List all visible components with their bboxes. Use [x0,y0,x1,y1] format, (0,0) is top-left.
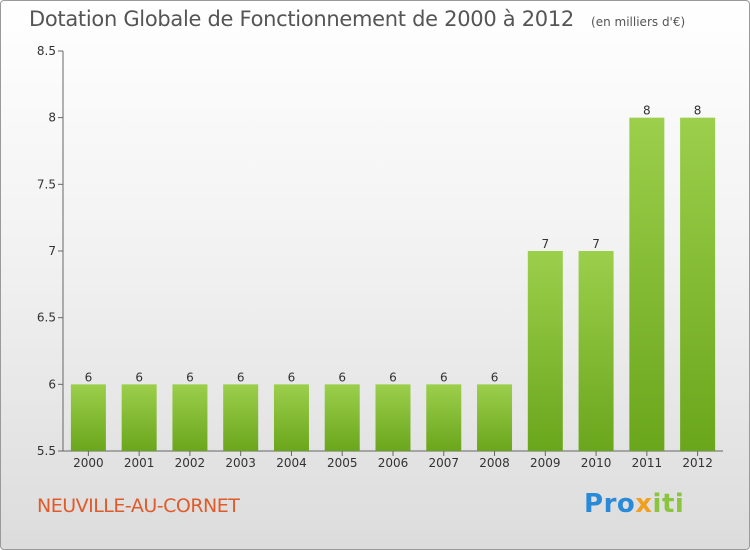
x-tick-label: 2006 [378,456,409,470]
data-label: 6 [186,370,194,384]
bar-2012 [680,117,716,452]
bar-2006 [375,384,411,451]
bar-2007 [426,384,462,451]
proxiti-logo[interactable]: Proxiti [584,489,685,519]
chart-subtitle: (en milliers d'€) [591,15,686,29]
bar-2004 [273,384,309,451]
data-label: 6 [237,370,245,384]
labels: 2000 6 2001 6 2002 6 2003 6 2004 6 2005 6 2006 6 2007 6… [73,104,713,470]
x-tick-label: 2004 [276,456,307,470]
bar-2010 [578,251,614,451]
bars [70,117,716,452]
bar-2011 [629,117,665,452]
x-tick-label: 2010 [581,456,612,470]
data-label: 6 [135,370,143,384]
y-tick-label: 8.5 [37,44,56,58]
data-label: 6 [491,370,499,384]
chart-title: Dotation Globale de Fonctionnement de 20… [29,7,574,31]
data-label: 8 [643,104,651,118]
data-label: 8 [694,104,702,118]
bar-2009 [527,251,563,451]
y-tick-label: 7 [48,244,56,258]
y-tick-label: 7.5 [37,177,56,191]
x-tick-label: 2008 [479,456,510,470]
y-tick-label: 6 [48,377,56,391]
data-label: 7 [592,237,600,251]
x-tick-label: 2003 [225,456,256,470]
x-tick-label: 2011 [632,456,663,470]
data-label: 6 [288,370,296,384]
bar-2002 [172,384,208,451]
commune-name: NEUVILLE-AU-CORNET [37,495,240,517]
y-tick-label: 8 [48,111,56,125]
x-tick-label: 2007 [428,456,459,470]
x-tick-label: 2009 [530,456,561,470]
x-tick-label: 2005 [327,456,358,470]
data-label: 6 [338,370,346,384]
bar-2001 [121,384,157,451]
bar-2005 [324,384,360,451]
x-tick-label: 2002 [175,456,206,470]
data-label: 6 [85,370,93,384]
y-tick-label: 5.5 [37,444,56,458]
x-tick-label: 2012 [682,456,713,470]
data-label: 6 [389,370,397,384]
data-label: 7 [541,237,549,251]
bar-2000 [70,384,106,451]
x-tick-label: 2001 [124,456,155,470]
x-tick-label: 2000 [73,456,104,470]
y-tick-label: 6.5 [37,311,56,325]
bar-2008 [477,384,513,451]
bar-2003 [223,384,259,451]
data-label: 6 [440,370,448,384]
title-row: Dotation Globale de Fonctionnement de 20… [29,7,685,31]
